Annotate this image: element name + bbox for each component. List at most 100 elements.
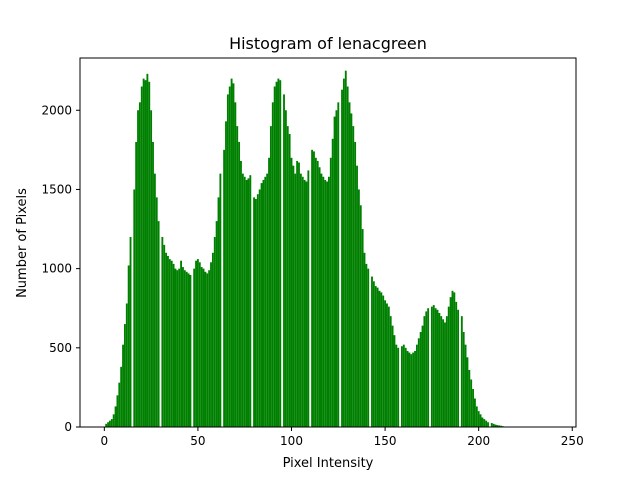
histogram-bar (386, 303, 388, 427)
histogram-bar (346, 86, 349, 427)
histogram-bar (157, 221, 160, 427)
histogram-bar (279, 80, 282, 428)
histogram-bar (185, 271, 188, 427)
histogram-bar (303, 179, 306, 427)
histogram-bar (316, 160, 319, 427)
histogram-bar (122, 344, 124, 427)
histogram-bar (490, 423, 493, 427)
histogram-bar (228, 86, 231, 427)
histogram-bar (262, 179, 265, 427)
histogram-bar (249, 175, 252, 427)
histogram-bar (457, 309, 460, 427)
histogram-bar (264, 176, 267, 427)
histogram-bar (395, 344, 398, 427)
histogram-bar (268, 157, 270, 427)
y-tick-label: 0 (64, 420, 72, 434)
histogram-bar (255, 198, 257, 427)
histogram-bar (167, 255, 169, 427)
x-tick-label: 150 (374, 434, 397, 448)
histogram-bar (170, 260, 173, 427)
histogram-bar (266, 173, 269, 427)
histogram-bar (359, 205, 362, 427)
histogram-bar (477, 411, 480, 427)
x-axis-label: Pixel Intensity (283, 456, 374, 471)
histogram-bar (333, 116, 336, 427)
histogram-bar (389, 316, 392, 427)
histogram-bar (481, 417, 484, 427)
y-tick-label: 1000 (41, 262, 72, 276)
histogram-bar (348, 102, 351, 427)
histogram-bar (468, 369, 471, 427)
histogram-bar (178, 268, 181, 427)
histogram-bar (460, 316, 463, 427)
histogram-bar (350, 113, 353, 428)
histogram-bar (283, 94, 285, 428)
histogram-bar (331, 138, 334, 427)
histogram-bar (361, 229, 364, 427)
histogram-bar (120, 366, 123, 427)
histogram-bar (260, 183, 263, 427)
histogram-bar (165, 252, 168, 427)
histogram-bar (148, 81, 151, 427)
histogram-bar (374, 286, 377, 427)
histogram-bar (123, 324, 126, 427)
histogram-bar (232, 83, 235, 427)
histogram-bar (133, 189, 136, 427)
x-ticks: 0 50 100 150 200 250 (101, 427, 584, 448)
histogram-bar (161, 236, 164, 427)
histogram-bar (455, 301, 458, 427)
histogram-bar (253, 197, 255, 427)
x-tick-label: 0 (101, 434, 109, 448)
histogram-bar (215, 221, 218, 427)
histogram-bar (243, 176, 246, 427)
histogram-bar (470, 379, 473, 427)
histogram-bar (110, 419, 113, 427)
histogram-bar (172, 263, 175, 427)
histogram-bar (240, 160, 242, 427)
histogram-bar (135, 141, 138, 427)
histogram-bar (442, 319, 445, 427)
histogram-bar (137, 110, 139, 427)
bars-group (103, 70, 512, 428)
histogram-bar (155, 197, 158, 427)
histogram-bar (494, 424, 497, 427)
histogram-bar (367, 268, 370, 427)
histogram-bar (500, 425, 503, 427)
histogram-bar (387, 306, 390, 427)
histogram-bar (314, 157, 317, 427)
histogram-bar (427, 308, 430, 427)
histogram-bar (496, 425, 499, 427)
histogram-bar (271, 102, 274, 427)
histogram-bar (142, 78, 145, 427)
histogram-bar (258, 189, 261, 427)
histogram-bar (176, 270, 179, 427)
histogram-bar (219, 173, 222, 427)
histogram-bar (352, 126, 355, 427)
histogram-bar (140, 86, 143, 427)
histogram-bar (371, 276, 373, 427)
y-tick-label: 500 (49, 341, 72, 355)
histogram-bar (357, 189, 360, 427)
histogram-bar (277, 78, 280, 427)
histogram-bar (294, 173, 297, 427)
histogram-bar (363, 252, 366, 427)
histogram-bar (202, 268, 205, 427)
histogram-bar (328, 176, 330, 427)
histogram-bar (434, 308, 437, 427)
histogram-bar (378, 290, 381, 427)
histogram-bar (419, 331, 422, 427)
x-tick-label: 50 (190, 434, 205, 448)
histogram-bar (372, 281, 375, 427)
histogram-bar (206, 273, 209, 427)
x-tick-label: 250 (561, 434, 584, 448)
histogram-bar (146, 73, 149, 427)
histogram-bar (402, 344, 405, 427)
histogram-bar (195, 260, 197, 427)
histogram-bar (326, 181, 328, 427)
histogram-bar (414, 350, 416, 427)
histogram-bar (318, 167, 321, 427)
histogram-bar (256, 194, 259, 427)
histogram-bar (183, 270, 186, 427)
histogram-bar (298, 162, 300, 427)
histogram-bar (288, 134, 291, 427)
